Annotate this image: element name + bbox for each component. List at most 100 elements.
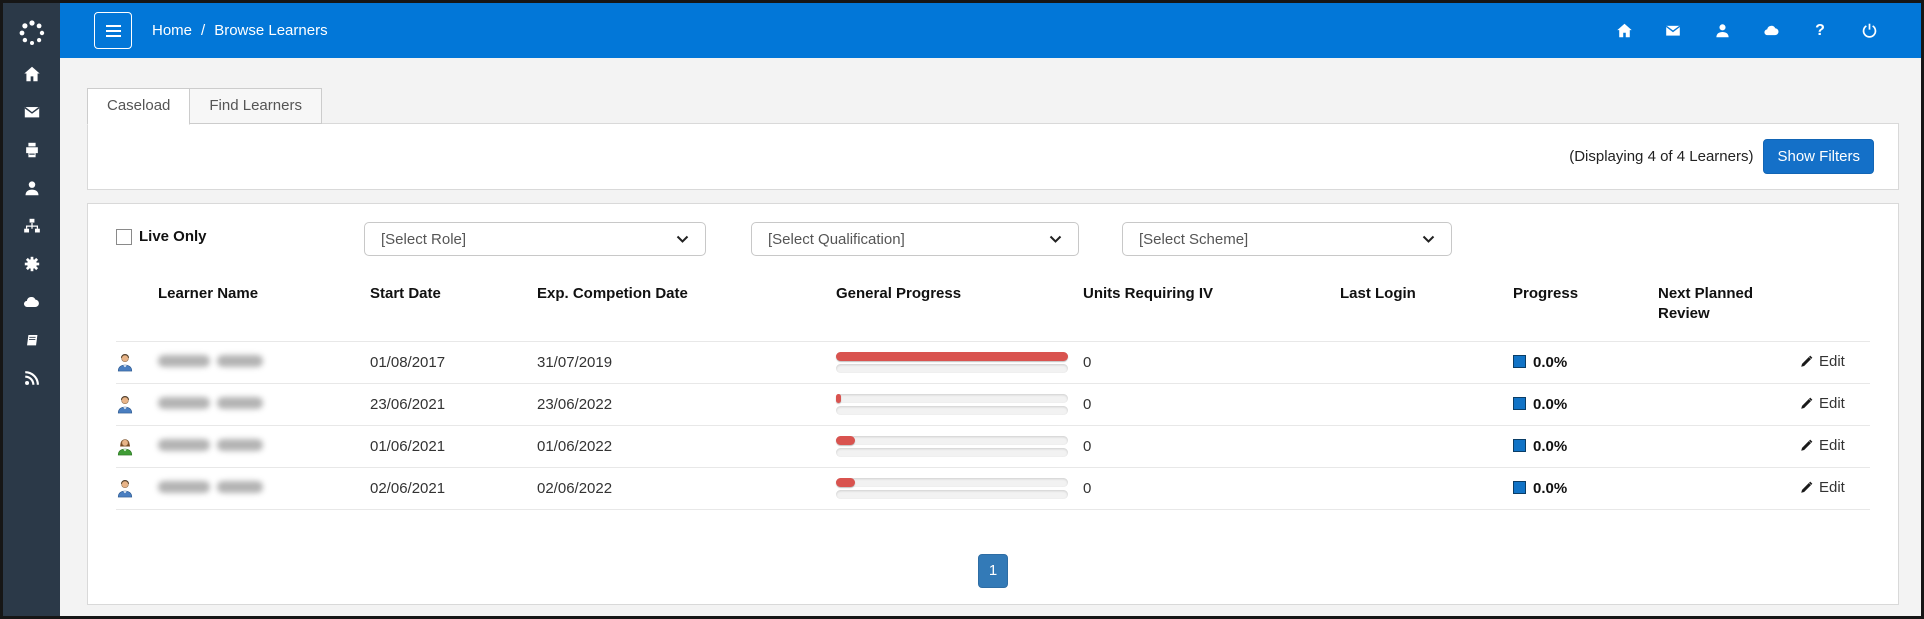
sitemap-icon[interactable] xyxy=(3,207,60,245)
toolbar-band: (Displaying 4 of 4 Learners) Show Filter… xyxy=(87,123,1899,190)
select-scheme-value: [Select Scheme] xyxy=(1139,230,1249,248)
table-header-row: Learner Name Start Date Exp. Competion D… xyxy=(116,276,1870,341)
progress-track-top xyxy=(836,477,1068,487)
page-content: Caseload Find Learners (Displaying 4 of … xyxy=(60,58,1921,616)
progress-cell: 0.0% xyxy=(1513,341,1658,383)
column-header-units-requiring-iv: Units Requiring IV xyxy=(1083,285,1214,302)
general-progress-fill xyxy=(836,351,1068,361)
user-icon[interactable] xyxy=(3,169,60,207)
table-row: 01/06/2021 01/06/2022 0 0.0% Edit xyxy=(116,425,1870,467)
edit-button[interactable]: Edit xyxy=(1800,479,1845,496)
edit-label: Edit xyxy=(1819,394,1845,412)
gear-icon[interactable] xyxy=(3,245,60,283)
next-planned-review-cell xyxy=(1658,467,1800,509)
pencil-icon xyxy=(1801,355,1813,367)
edit-button[interactable]: Edit xyxy=(1800,353,1845,370)
last-login-cell xyxy=(1340,383,1513,425)
breadcrumb: Home / Browse Learners xyxy=(152,22,328,39)
help-icon[interactable]: ? xyxy=(1815,21,1825,39)
live-only-toggle[interactable]: Live Only xyxy=(116,228,207,245)
learner-avatar xyxy=(116,479,152,498)
breadcrumb-home[interactable]: Home xyxy=(152,22,193,39)
book-icon[interactable] xyxy=(3,321,60,359)
actions-cell: Edit xyxy=(1800,383,1870,425)
pencil-icon xyxy=(1801,481,1813,493)
learner-avatar xyxy=(116,353,152,372)
units-requiring-iv-cell: 0 xyxy=(1083,437,1092,455)
start-date-cell: 23/06/2021 xyxy=(370,395,446,413)
progress-percent: 0.0% xyxy=(1533,437,1568,455)
table-row: 02/06/2021 02/06/2022 0 0.0% Edit xyxy=(116,467,1870,509)
units-requiring-iv-cell: 0 xyxy=(1083,353,1092,371)
last-login-cell xyxy=(1340,467,1513,509)
column-header-learner-name: Learner Name xyxy=(158,285,259,302)
column-header-last-login: Last Login xyxy=(1340,285,1416,302)
learners-table: Learner Name Start Date Exp. Competion D… xyxy=(116,276,1870,510)
power-icon[interactable] xyxy=(1859,22,1879,39)
learner-name-redacted[interactable] xyxy=(158,480,263,493)
page-1-button[interactable]: 1 xyxy=(977,553,1009,588)
column-header-progress: Progress xyxy=(1513,285,1579,302)
filters-row: Live Only [Select Role] [Select Qualific… xyxy=(116,222,1870,262)
learner-name-redacted[interactable] xyxy=(158,396,263,409)
select-role-dropdown[interactable]: [Select Role] xyxy=(364,222,706,256)
progress-track-bottom xyxy=(836,405,1068,415)
general-progress-bars xyxy=(836,435,1068,457)
progress-square-icon xyxy=(1513,438,1526,452)
envelope-icon[interactable] xyxy=(1663,22,1683,39)
select-role-value: [Select Role] xyxy=(381,230,467,248)
user-icon[interactable] xyxy=(1712,22,1732,39)
tab-find-learners[interactable]: Find Learners xyxy=(189,88,322,124)
home-icon[interactable] xyxy=(1614,22,1634,39)
rss-icon[interactable] xyxy=(3,359,60,397)
cloud-icon[interactable] xyxy=(3,283,60,321)
progress-square-icon xyxy=(1513,480,1526,494)
breadcrumb-current: Browse Learners xyxy=(214,22,328,39)
chevron-down-icon xyxy=(676,231,689,248)
general-progress-cell xyxy=(836,467,1083,509)
tab-strip: Caseload Find Learners xyxy=(87,88,1899,125)
edit-button[interactable]: Edit xyxy=(1800,395,1845,412)
show-filters-button[interactable]: Show Filters xyxy=(1763,139,1874,174)
last-login-cell xyxy=(1340,425,1513,467)
general-progress-bars xyxy=(836,351,1068,373)
select-scheme-dropdown[interactable]: [Select Scheme] xyxy=(1122,222,1452,256)
exp-completion-date-cell: 01/06/2022 xyxy=(537,437,613,455)
edit-button[interactable]: Edit xyxy=(1800,437,1845,454)
actions-cell: Edit xyxy=(1800,341,1870,383)
column-header-start-date: Start Date xyxy=(370,285,441,302)
learner-name-redacted[interactable] xyxy=(158,354,263,367)
column-header-exp-completion-date: Exp. Competion Date xyxy=(537,285,688,302)
next-planned-review-cell xyxy=(1658,383,1800,425)
cloud-icon[interactable] xyxy=(1761,22,1781,39)
learners-table-body: 01/08/2017 31/07/2019 0 0.0% Edit xyxy=(116,341,1870,509)
progress-track-top xyxy=(836,435,1068,445)
home-icon[interactable] xyxy=(3,55,60,93)
last-login-cell xyxy=(1340,341,1513,383)
topbar-icons: ? xyxy=(1614,22,1879,40)
hamburger-menu-button[interactable] xyxy=(94,12,132,49)
envelope-icon[interactable] xyxy=(3,93,60,131)
progress-percent: 0.0% xyxy=(1533,353,1568,371)
pagination: 1 xyxy=(116,553,1870,588)
actions-cell: Edit xyxy=(1800,425,1870,467)
progress-square-icon xyxy=(1513,396,1526,410)
chevron-down-icon xyxy=(1049,231,1062,248)
select-qualification-value: [Select Qualification] xyxy=(768,230,905,248)
tab-caseload[interactable]: Caseload xyxy=(87,88,191,125)
select-qualification-dropdown[interactable]: [Select Qualification] xyxy=(751,222,1079,256)
general-progress-cell xyxy=(836,383,1083,425)
column-header-general-progress: General Progress xyxy=(836,285,962,302)
live-only-checkbox[interactable] xyxy=(116,228,132,245)
edit-label: Edit xyxy=(1819,352,1845,370)
learner-name-redacted[interactable] xyxy=(158,438,263,451)
column-header-actions xyxy=(1800,276,1870,341)
edit-label: Edit xyxy=(1819,478,1845,496)
progress-track-bottom xyxy=(836,363,1068,373)
progress-cell: 0.0% xyxy=(1513,383,1658,425)
column-header-next-planned-review: Next Planned Review xyxy=(1658,285,1754,323)
general-progress-fill xyxy=(836,435,855,445)
general-progress-cell xyxy=(836,341,1083,383)
printer-icon[interactable] xyxy=(3,131,60,169)
